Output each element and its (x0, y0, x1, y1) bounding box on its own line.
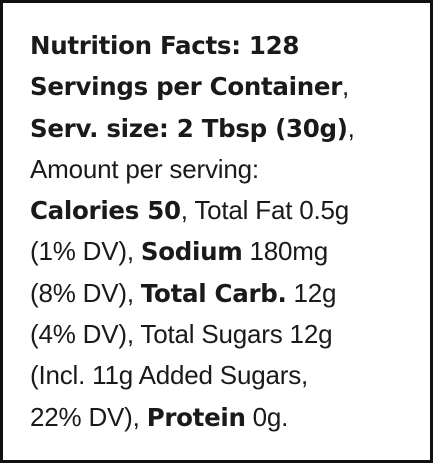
label-line-5: Calories 50, Total Fat 0.5g (30, 190, 430, 231)
label-line-3: Serv. size: 2 Tbsp (30g), (30, 108, 430, 149)
label-line-8: (4% DV), Total Sugars 12g (30, 314, 430, 355)
total-carb-label: Total Carb. (140, 278, 287, 308)
nutrition-text-panel: Nutrition Facts: 128 Servings per Contai… (30, 25, 430, 438)
protein-label: Protein (146, 402, 246, 432)
fat-daily-value: (1% DV), (30, 236, 141, 267)
serving-size: Serv. size: 2 Tbsp (30g) (30, 113, 348, 143)
carb-dv-and-total-sugars: (4% DV), Total Sugars 12g (30, 319, 333, 350)
comma: , (347, 112, 355, 143)
label-line-10: 22% DV), Protein 0g. (30, 397, 430, 438)
added-sugars: (Incl. 11g Added Sugars, (30, 360, 309, 391)
protein-value: 0g. (245, 401, 289, 432)
label-line-4: Amount per serving: (30, 149, 430, 190)
label-line-9: (Incl. 11g Added Sugars, (30, 355, 430, 396)
nutrition-facts-heading: Nutrition Facts: 128 (30, 31, 300, 60)
label-line-7: (8% DV), Total Carb. 12g (30, 273, 430, 314)
sodium-label: Sodium (140, 237, 243, 267)
label-line-2: Servings per Container, (30, 66, 430, 107)
label-line-6: (1% DV), Sodium 180mg (30, 231, 430, 272)
sodium-value: 180mg (242, 236, 329, 267)
total-carb-value: 12g (286, 277, 337, 308)
calories: Calories 50 (30, 196, 181, 226)
amount-per-serving: Amount per serving: (30, 153, 259, 184)
label-line-1: Nutrition Facts: 128 (30, 25, 430, 66)
servings-per-container: Servings per Container (30, 72, 343, 102)
added-sugars-daily-value: 22% DV), (30, 401, 147, 432)
sodium-daily-value: (8% DV), (30, 277, 141, 308)
comma: , (342, 71, 350, 102)
total-fat: , Total Fat 0.5g (180, 195, 350, 226)
